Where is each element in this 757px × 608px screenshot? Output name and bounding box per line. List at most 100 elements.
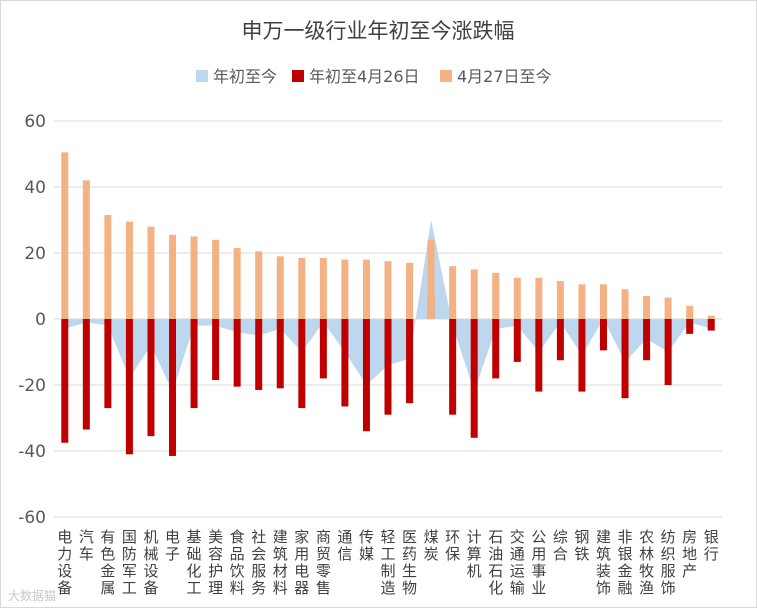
bar <box>384 261 392 319</box>
x-tick-label: 建筑装饰 <box>596 528 611 597</box>
bar <box>707 319 715 331</box>
bar <box>599 284 607 319</box>
bar <box>664 319 672 385</box>
bar <box>535 277 543 319</box>
x-tick-label: 公用事业 <box>531 528 546 597</box>
bar <box>255 319 263 390</box>
bar <box>125 319 133 455</box>
x-tick-label: 食品饮料 <box>230 528 245 597</box>
y-tick-label: -40 <box>18 442 46 462</box>
x-tick-label: 有色金属 <box>100 528 115 597</box>
x-tick-label: 钢铁 <box>574 528 589 563</box>
x-tick-label: 非银金融 <box>618 528 633 597</box>
y-tick-label: 0 <box>35 310 46 330</box>
x-tick-label: 房地产 <box>682 528 697 580</box>
bar <box>492 272 500 319</box>
bar <box>406 262 414 319</box>
bar <box>664 297 672 319</box>
y-tick-label: 60 <box>24 112 46 132</box>
bar <box>384 319 392 415</box>
y-tick-label: 20 <box>24 244 46 264</box>
x-tick-label: 银行 <box>704 528 719 563</box>
bar <box>578 319 586 392</box>
x-tick-label: 社会服务 <box>251 528 266 597</box>
x-tick-label: 煤炭 <box>424 528 439 563</box>
bar <box>341 259 349 319</box>
bar <box>233 319 241 387</box>
bar <box>578 284 586 319</box>
bar <box>449 319 457 415</box>
x-tick-label: 传媒 <box>359 528 374 563</box>
x-tick-label: 基础化工 <box>187 528 202 597</box>
bar <box>621 319 629 399</box>
legend-swatch <box>440 70 452 82</box>
x-tick-label: 电力设备 <box>57 528 72 597</box>
bar <box>643 319 651 361</box>
bar <box>513 319 521 362</box>
bar <box>298 257 306 319</box>
x-tick-label: 家用电器 <box>294 528 309 597</box>
bar <box>319 257 327 319</box>
bar <box>125 221 133 319</box>
bar <box>276 256 284 319</box>
legend: 年初至今 年初至4月26日 4月27日至今 <box>196 67 552 86</box>
bar <box>599 319 607 351</box>
x-tick-label: 计算机 <box>467 528 482 580</box>
bar <box>621 289 629 319</box>
y-tick-label: 40 <box>24 178 46 198</box>
bar <box>276 319 284 389</box>
x-tick-label: 电子 <box>165 528 180 563</box>
bar <box>556 319 564 361</box>
x-tick-label: 医药生物 <box>402 528 417 597</box>
bar <box>190 319 198 409</box>
bar <box>212 239 220 319</box>
bar <box>82 180 90 319</box>
bar <box>104 215 112 319</box>
bar <box>169 319 177 456</box>
x-tick-label: 石油石化 <box>488 528 503 597</box>
bar <box>61 152 69 319</box>
x-tick-label: 汽车 <box>79 528 94 563</box>
bar <box>319 319 327 379</box>
bar <box>298 319 306 409</box>
bar <box>147 226 155 319</box>
x-tick-label: 机械设备 <box>143 528 158 597</box>
bar <box>427 239 435 319</box>
bar <box>513 277 521 319</box>
bar <box>406 319 414 404</box>
bar <box>470 269 478 319</box>
legend-label: 4月27日至今 <box>457 67 552 86</box>
bar <box>82 319 90 430</box>
chart-title: 申万一级行业年初至今涨跌幅 <box>242 19 515 43</box>
watermark: 大数据猫 <box>8 588 56 603</box>
legend-label: 年初至4月26日 <box>309 67 420 86</box>
x-tick-label: 轻工制造 <box>380 528 395 597</box>
bar <box>255 251 263 319</box>
bar <box>470 319 478 438</box>
x-tick-label: 通信 <box>337 528 352 563</box>
bar <box>492 319 500 379</box>
bar <box>341 319 349 407</box>
bar <box>212 319 220 381</box>
x-tick-label: 环保 <box>445 528 460 563</box>
bar <box>169 234 177 319</box>
x-tick-label: 农林牧渔 <box>639 528 654 597</box>
axes: 60 40 20 0 -20 -40 -60 电力设备汽车有色金属国防军工机械设备电子基础化工… <box>18 112 719 597</box>
x-tick-label: 建筑材料 <box>273 528 288 597</box>
bar <box>147 319 155 437</box>
x-tick-label: 纺织服饰 <box>661 528 676 597</box>
bar <box>61 319 69 443</box>
y-tick-label: -60 <box>18 508 46 528</box>
bar <box>556 281 564 319</box>
bar <box>707 315 715 319</box>
bar <box>686 319 694 334</box>
legend-label: 年初至今 <box>213 67 277 86</box>
x-tick-label: 综合 <box>553 528 568 563</box>
bar <box>362 259 370 319</box>
bar <box>362 319 370 432</box>
y-tick-label: -20 <box>18 376 46 396</box>
bar <box>449 266 457 319</box>
legend-swatch <box>196 70 208 82</box>
